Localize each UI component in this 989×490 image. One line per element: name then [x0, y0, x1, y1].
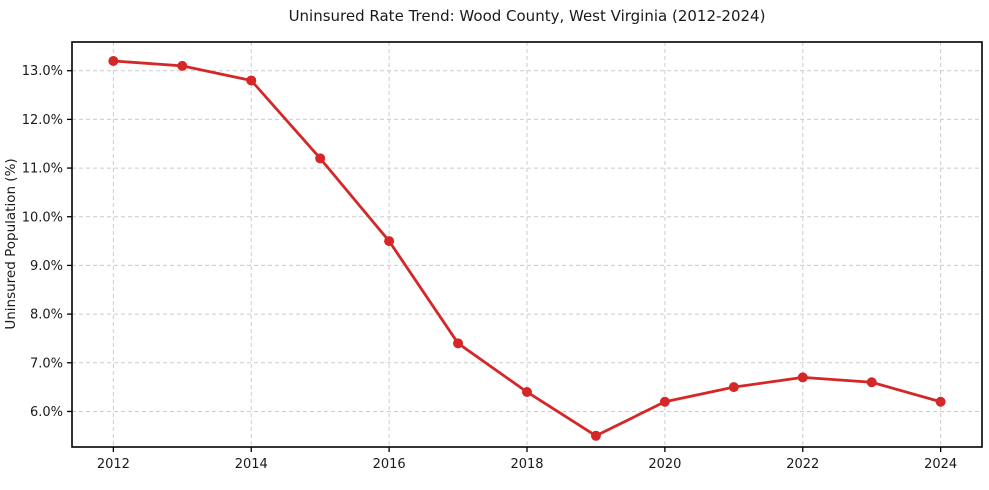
data-point: [728, 382, 739, 393]
y-axis-label: Uninsured Population (%): [3, 158, 19, 329]
x-tick-label: 2024: [924, 457, 957, 472]
data-point: [453, 338, 464, 349]
chart-title: Uninsured Rate Trend: Wood County, West …: [289, 7, 766, 25]
data-point: [659, 396, 670, 407]
y-tick-label: 8.0%: [30, 308, 63, 323]
data-point: [935, 396, 946, 407]
x-tick-label: 2022: [786, 457, 819, 472]
y-tick-label: 12.0%: [22, 113, 63, 128]
y-tick-label: 9.0%: [30, 259, 63, 274]
data-point: [590, 430, 601, 441]
data-point: [246, 75, 257, 86]
data-point: [384, 236, 395, 247]
x-tick-label: 2012: [97, 457, 130, 472]
y-tick-label: 13.0%: [22, 64, 63, 79]
data-point: [108, 55, 119, 66]
y-tick-label: 7.0%: [30, 356, 63, 371]
data-point: [797, 372, 808, 383]
x-tick-label: 2014: [235, 457, 268, 472]
x-tick-label: 2018: [510, 457, 543, 472]
data-point: [315, 153, 326, 164]
data-point: [866, 377, 877, 388]
plot-area: 2012 2014 2016 2018 2020 2022 2024 6.0% 7.0% 8.0%…: [22, 41, 983, 472]
data-point: [522, 386, 532, 397]
y-tick-label: 11.0%: [22, 162, 63, 177]
y-tick-label: 10.0%: [22, 210, 63, 225]
y-tick-label: 6.0%: [30, 405, 63, 420]
x-tick-label: 2020: [648, 457, 681, 472]
data-point: [177, 60, 188, 71]
x-tick-label: 2016: [373, 457, 406, 472]
